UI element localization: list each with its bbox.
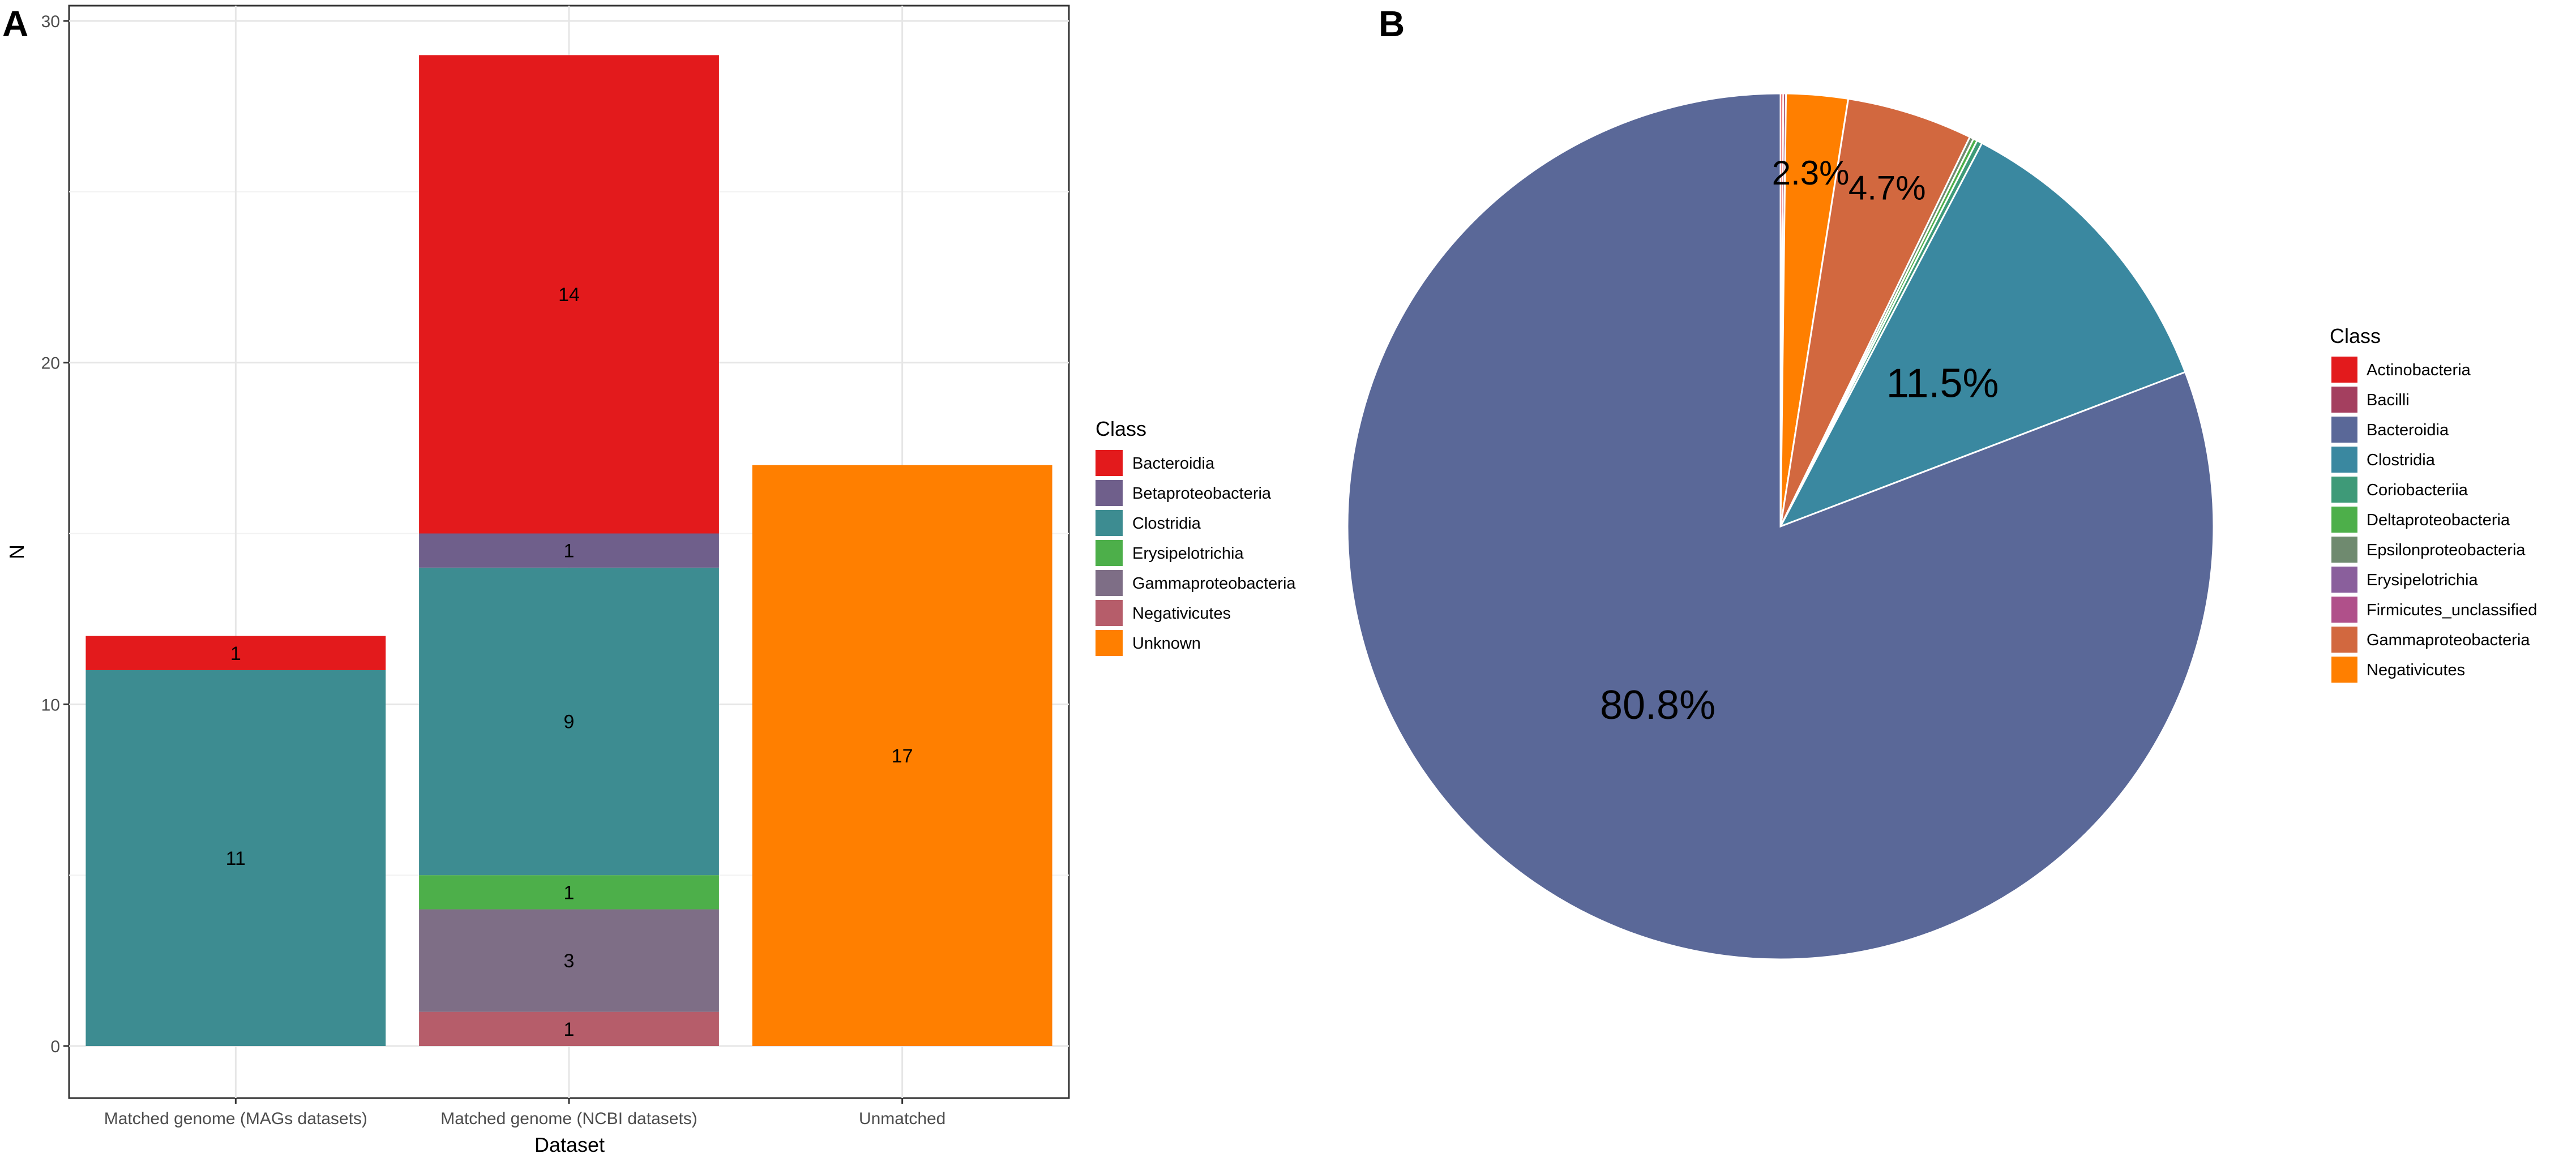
legend-swatch-betaproteobacteria [1096,480,1123,506]
legend-title: Class [1096,417,1146,440]
y-tick-label: 10 [41,696,60,714]
pie-slice-clostridia [1778,142,2186,528]
segment-value-label: 1 [564,1019,575,1040]
y-tick-label: 0 [50,1038,60,1056]
legend-swatch-unknown [1096,630,1123,656]
bar-segment-unknown [752,465,1052,1047]
legend-label: Bacilli [2367,391,2410,409]
legend-label: Negativicutes [2367,661,2465,679]
legend-label: Betaproteobacteria [1132,485,1272,503]
bar-segment-bacteroidia [419,55,719,534]
bar-stack-group [85,55,1052,1047]
legend-swatch-bacteroidia [1096,450,1123,476]
legend-swatch-bacilli [2331,387,2357,413]
legend-swatch-gammaproteobacteria [1096,570,1123,596]
panel-a-label: A [2,3,28,44]
legend-label: Gammaproteobacteria [1132,575,1296,593]
legend-swatch-epsilonproteobacteria [2331,537,2357,563]
x-tick-label: Unmatched [859,1109,945,1128]
legend-label: Clostridia [2367,451,2436,469]
pie-slice-gammaproteobacteria [1779,97,1971,527]
pie-slices [1346,92,2215,961]
segment-value-label: 1 [564,541,575,562]
legend-swatch-actinobacteria [2331,357,2357,383]
pie-percent-label: 2.3% [1772,154,1850,192]
segment-value-label: 9 [564,711,575,733]
legend-label: Erysipelotrichia [2367,571,2478,589]
x-axis-title: Dataset [534,1133,605,1156]
legend-swatch-bacteroidia [2331,417,2357,443]
legend-swatch-clostridia [1096,510,1123,536]
segment-value-label: 1 [564,882,575,903]
y-tick-label: 20 [41,354,60,373]
segment-value-label: 1 [230,643,241,665]
segment-value-label: 3 [564,950,575,972]
legend-label: Negativicutes [1132,605,1231,623]
y-tick-label: 30 [41,12,60,31]
legend-swatch-gammaproteobacteria [2331,627,2357,653]
x-tick-label: Matched genome (MAGs datasets) [104,1109,367,1128]
legend-swatch-clostridia [2331,447,2357,473]
legend-swatch-coriobacteriia [2331,477,2357,503]
legend: Class Bacteroidia Betaproteobacteria Clost… [1096,417,1296,656]
segment-value-label: 17 [892,745,913,767]
legend-label: Erysipelotrichia [1132,545,1244,563]
segment-value-label: 11 [226,848,246,869]
bar-segment-negativicutes [419,1011,719,1046]
legend-label: Bacteroidia [2367,421,2449,439]
legend-label: Firmicutes_unclassified [2367,601,2537,619]
legend-label: Coriobacteriia [2367,481,2468,499]
y-axis-ticks: 0 10 20 30 [41,12,69,1056]
pie-slice-bacteroidia [1346,92,2215,961]
legend-label: Unknown [1132,635,1201,653]
legend-label: Gammaproteobacteria [2367,631,2530,649]
legend-label: Actinobacteria [2367,361,2471,379]
legend-label: Bacteroidia [1132,455,1215,473]
legend-label: Deltaproteobacteria [2367,511,2510,529]
legend-title: Class [2330,324,2381,348]
panel-b-label: B [1379,3,1405,44]
bar-segment-betaproteobacteria [419,533,719,568]
legend-swatch-erysipelotrichia [1096,540,1123,566]
segment-value-label: 14 [558,284,580,306]
bar-segment-clostridia [85,670,386,1046]
x-axis-ticks: Matched genome (MAGs datasets) Matched ge… [104,1098,945,1128]
bar-segment-gammaproteobacteria [419,909,719,1012]
x-tick-label: Matched genome (NCBI datasets) [440,1109,698,1128]
bar-segment-erysipelotrichia [419,875,719,910]
legend: Class Actinobacteria Bacilli Bacteroidia Cl… [2330,324,2537,683]
y-axis-title: N [5,545,28,559]
pie-percent-label: 11.5% [1886,361,1999,406]
legend-swatch-deltaproteobacteria [2331,507,2357,533]
legend-swatch-negativicutes [1096,600,1123,626]
pie-labels: 2.3%4.7% 11.5% 80.8% [1600,154,1999,728]
legend-label: Clostridia [1132,515,1201,533]
legend-swatch-negativicutes [2331,657,2357,683]
bar-segment-bacteroidia [85,636,386,670]
legend-swatch-erysipelotrichia [2331,567,2357,593]
pie-chart-panel: 2.3%4.7% 11.5% 80.8% Class Actinobacteria B… [1346,92,2537,961]
legend-label: Epsilonproteobacteria [2367,541,2526,559]
pie-percent-label: 80.8% [1600,683,1715,728]
legend-swatch-firmicutes-unclassified [2331,597,2357,623]
pie-percent-label: 4.7% [1848,169,1926,207]
bar-segment-clostridia [419,567,719,876]
